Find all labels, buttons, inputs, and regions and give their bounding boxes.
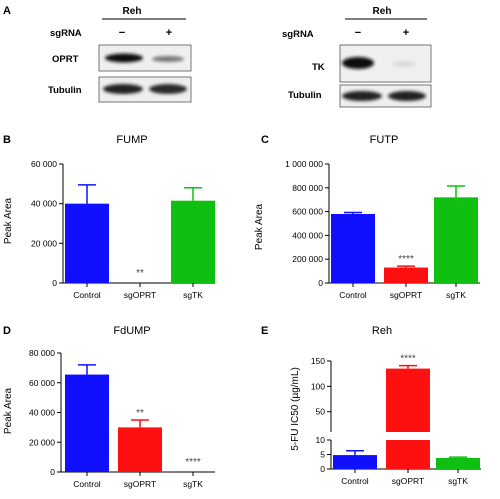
bar <box>171 200 215 283</box>
blot-band <box>152 56 184 62</box>
y-tick-label: 20 000 <box>29 437 55 447</box>
y-tick-label: 0 <box>52 278 57 288</box>
blot-membrane <box>339 84 432 108</box>
y-tick-label: 40 000 <box>31 199 57 209</box>
panel-letter-b: B <box>3 134 11 146</box>
y-tick-label: 5 <box>320 450 325 460</box>
y-tick-label: 0 <box>320 464 325 474</box>
bar <box>386 368 430 432</box>
significance-label: ** <box>136 268 144 279</box>
chart-marks: 0 20 000 40 000 60 000 Control sgOPRT ** sgTK 0 2… <box>29 159 481 489</box>
bar <box>434 197 478 283</box>
lane-label: + <box>166 27 172 39</box>
blot-band <box>388 91 426 101</box>
y-tick-label: 60 000 <box>31 159 57 169</box>
y-tick-label: 200 000 <box>292 254 323 264</box>
y-tick-label: 800 000 <box>292 183 323 193</box>
y-tick-label: 100 <box>311 381 325 391</box>
x-tick-label: sgOPRT <box>124 290 156 300</box>
blot-band <box>342 57 374 69</box>
x-tick-label: sgOPRT <box>390 290 422 300</box>
lane-label: − <box>119 27 125 39</box>
y-tick-label: 0 <box>50 467 55 477</box>
chart-fdump: D FdUMP Peak Area <box>3 325 151 434</box>
y-tick-label: 10 <box>316 435 326 445</box>
blot-condition-label: sgRNA <box>282 29 314 40</box>
x-tick-label: sgTK <box>448 476 468 486</box>
bar <box>65 374 109 472</box>
y-axis-label: 5-FU IC50 (µg/mL) <box>290 367 301 451</box>
blot-row-label: TK <box>312 62 325 73</box>
bar-lower-segment <box>386 440 430 469</box>
y-tick-label: 600 000 <box>292 207 323 217</box>
blot-cell-line: Reh <box>123 6 142 17</box>
y-tick-label: 0 <box>318 278 323 288</box>
bar <box>118 427 162 472</box>
bar <box>333 455 377 469</box>
blot-row-label: Tubulin <box>288 90 322 101</box>
y-axis-label: Peak Area <box>3 197 14 244</box>
y-tick-label: 400 000 <box>292 230 323 240</box>
blot-cell-line: Reh <box>373 6 392 17</box>
y-tick-label: 1 000 000 <box>285 159 323 169</box>
y-tick-label: 50 <box>316 407 326 417</box>
lane-label: − <box>355 27 361 39</box>
y-tick-label: 80 000 <box>29 348 55 358</box>
significance-label: ** <box>136 408 144 419</box>
chart-reh-ic50: E Reh 5-FU IC50 (µg/mL) <box>261 325 392 451</box>
chart-futp: C FUTP Peak Area <box>254 134 398 250</box>
x-tick-label: Control <box>341 476 369 486</box>
bar <box>436 457 480 469</box>
y-tick-label: 40 000 <box>29 408 55 418</box>
x-tick-label: sgOPRT <box>392 476 424 486</box>
chart-title: Reh <box>372 325 392 337</box>
blot-row-label: OPRT <box>52 54 79 65</box>
y-tick-label: 60 000 <box>29 378 55 388</box>
blot-band <box>392 61 416 67</box>
western-blot-oprt: Reh sgRNA − + OPRT Tubulin <box>48 6 192 103</box>
blot-condition-label: sgRNA <box>50 28 82 39</box>
blot-band <box>342 91 382 101</box>
blot-band <box>103 84 143 94</box>
y-axis-label: Peak Area <box>3 387 14 434</box>
y-axis-label: Peak Area <box>254 203 265 250</box>
blot-band <box>105 53 143 63</box>
significance-label: **** <box>185 457 201 468</box>
x-tick-label: Control <box>73 479 101 489</box>
x-tick-label: sgOPRT <box>124 479 156 489</box>
chart-title: FUTP <box>370 134 399 146</box>
bar <box>331 213 375 283</box>
blot-row-label: Tubulin <box>48 85 82 96</box>
western-blot-tk: Reh sgRNA − + TK Tubulin <box>282 6 432 108</box>
blot-band <box>149 84 187 94</box>
x-tick-label: Control <box>73 290 101 300</box>
panel-letter-e: E <box>261 325 268 337</box>
significance-label: **** <box>400 354 416 365</box>
lane-label: + <box>403 27 409 39</box>
x-tick-label: sgTK <box>183 290 203 300</box>
panel-letter-c: C <box>261 134 269 146</box>
x-tick-label: sgTK <box>446 290 466 300</box>
panel-letter-a: A <box>3 5 11 17</box>
significance-label: **** <box>398 254 414 265</box>
y-tick-label: 20 000 <box>31 238 57 248</box>
bar <box>65 203 109 283</box>
chart-title: FdUMP <box>113 325 150 337</box>
bar <box>384 267 428 283</box>
chart-title: FUMP <box>116 134 147 146</box>
chart-fump: B FUMP Peak Area <box>3 134 148 244</box>
y-tick-label: 150 <box>311 356 325 366</box>
x-tick-label: sgTK <box>183 479 203 489</box>
panel-letter-d: D <box>3 325 11 337</box>
x-tick-label: Control <box>339 290 367 300</box>
